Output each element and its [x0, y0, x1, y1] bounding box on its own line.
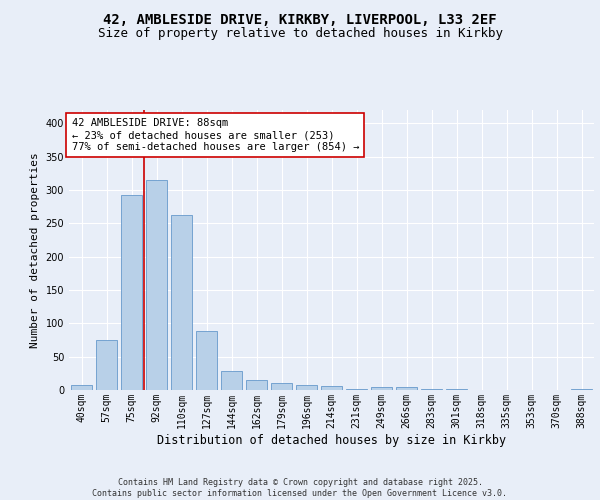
Bar: [221, 370, 242, 390]
Bar: [196, 332, 217, 390]
Bar: [71, 384, 92, 390]
Bar: [146, 180, 167, 390]
Bar: [296, 384, 317, 390]
Bar: [371, 388, 392, 390]
Text: 42 AMBLESIDE DRIVE: 88sqm
← 23% of detached houses are smaller (253)
77% of semi: 42 AMBLESIDE DRIVE: 88sqm ← 23% of detac…: [71, 118, 359, 152]
Text: Size of property relative to detached houses in Kirkby: Size of property relative to detached ho…: [97, 28, 503, 40]
Bar: [121, 194, 142, 390]
X-axis label: Distribution of detached houses by size in Kirkby: Distribution of detached houses by size …: [157, 434, 506, 446]
Bar: [321, 386, 342, 390]
Bar: [96, 340, 117, 390]
Text: Contains HM Land Registry data © Crown copyright and database right 2025.
Contai: Contains HM Land Registry data © Crown c…: [92, 478, 508, 498]
Bar: [396, 388, 417, 390]
Bar: [246, 380, 267, 390]
Y-axis label: Number of detached properties: Number of detached properties: [30, 152, 40, 348]
Bar: [171, 214, 192, 390]
Bar: [271, 384, 292, 390]
Text: 42, AMBLESIDE DRIVE, KIRKBY, LIVERPOOL, L33 2EF: 42, AMBLESIDE DRIVE, KIRKBY, LIVERPOOL, …: [103, 12, 497, 26]
